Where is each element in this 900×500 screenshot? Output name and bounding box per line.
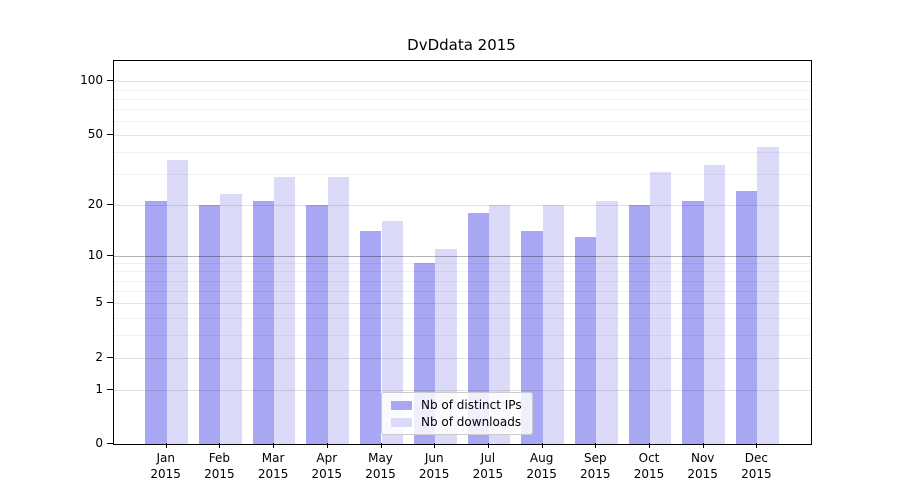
bar-nb-of-distinct-ips-jan bbox=[145, 201, 167, 444]
bar-nb-of-downloads-nov bbox=[703, 164, 726, 444]
x-tick-mark bbox=[326, 443, 328, 448]
legend-label-distinct-ips: Nb of distinct IPs bbox=[421, 398, 522, 412]
bar-nb-of-downloads-oct bbox=[650, 171, 672, 444]
y-tick-label: 10 bbox=[87, 247, 103, 262]
bar-nb-of-downloads-jul bbox=[488, 204, 511, 444]
x-tick-mark bbox=[541, 443, 543, 448]
x-tick-label-jan: Jan 2015 bbox=[150, 451, 181, 481]
bar-nb-of-downloads-apr bbox=[327, 176, 350, 444]
major-gridline bbox=[114, 255, 811, 257]
minor-gridline bbox=[114, 174, 811, 176]
major-gridline bbox=[114, 389, 811, 391]
legend-item-downloads: Nb of downloads bbox=[391, 415, 522, 429]
plot-area bbox=[113, 60, 812, 445]
minor-gridline bbox=[114, 280, 811, 282]
y-tick-label: 20 bbox=[87, 196, 103, 211]
y-tick-label: 50 bbox=[87, 127, 103, 142]
x-tick-label-feb: Feb 2015 bbox=[204, 451, 235, 481]
major-gridline bbox=[114, 204, 811, 206]
x-tick-label-jun: Jun 2015 bbox=[418, 451, 450, 481]
y-tick-label: 1 bbox=[95, 381, 103, 396]
bar-nb-of-distinct-ips-nov bbox=[682, 201, 704, 444]
y-tick-label: 0 bbox=[95, 436, 103, 450]
bar-nb-of-distinct-ips-aug bbox=[521, 231, 543, 444]
minor-gridline bbox=[114, 121, 811, 123]
bar-nb-of-distinct-ips-feb bbox=[199, 204, 221, 444]
x-tick-label-oct: Oct 2015 bbox=[633, 451, 665, 481]
x-tick-label-dec: Dec 2015 bbox=[741, 451, 772, 481]
legend-swatch-downloads bbox=[391, 417, 412, 427]
bar-nb-of-distinct-ips-dec bbox=[736, 191, 758, 444]
bars-layer bbox=[114, 61, 811, 444]
bar-nb-of-downloads-sep bbox=[596, 201, 618, 444]
minor-gridline bbox=[114, 89, 811, 91]
minor-gridline bbox=[114, 98, 811, 100]
bar-nb-of-distinct-ips-oct bbox=[628, 204, 650, 444]
bar-nb-of-distinct-ips-sep bbox=[574, 236, 597, 444]
y-tick-label: 100 bbox=[80, 73, 103, 88]
minor-gridline bbox=[114, 271, 811, 273]
x-tick-mark bbox=[165, 443, 167, 448]
bar-nb-of-downloads-feb bbox=[220, 194, 242, 444]
y-tick-mark bbox=[107, 356, 113, 358]
x-tick-label-sep: Sep 2015 bbox=[580, 451, 611, 481]
x-tick-label-mar: Mar 2015 bbox=[257, 451, 289, 481]
minor-gridline bbox=[114, 152, 811, 154]
legend-item-distinct-ips: Nb of distinct IPs bbox=[391, 398, 522, 412]
y-tick-mark bbox=[107, 80, 113, 82]
major-gridline bbox=[114, 135, 811, 137]
bar-nb-of-downloads-aug bbox=[542, 204, 564, 444]
minor-gridline bbox=[114, 317, 811, 319]
x-tick-label-apr: Apr 2015 bbox=[311, 451, 343, 481]
legend-swatch-distinct-ips bbox=[391, 400, 412, 410]
x-tick-mark bbox=[219, 443, 221, 448]
minor-gridline bbox=[114, 263, 811, 265]
major-gridline bbox=[114, 357, 811, 359]
x-tick-mark bbox=[702, 443, 704, 448]
y-tick-mark bbox=[107, 302, 113, 304]
minor-gridline bbox=[114, 291, 811, 293]
minor-gridline bbox=[114, 335, 811, 337]
y-tick-label: 5 bbox=[95, 295, 103, 310]
x-tick-mark bbox=[273, 443, 275, 448]
x-tick-label-nov: Nov 2015 bbox=[687, 451, 718, 481]
y-tick-mark bbox=[107, 203, 113, 205]
x-tick-mark bbox=[434, 443, 436, 448]
minor-gridline bbox=[114, 109, 811, 111]
chart-title: DvDdata 2015 bbox=[407, 36, 516, 54]
bar-nb-of-distinct-ips-apr bbox=[306, 204, 328, 444]
x-tick-mark bbox=[380, 443, 382, 448]
y-tick-mark bbox=[107, 254, 113, 256]
bar-nb-of-downloads-jan bbox=[166, 160, 189, 444]
grid-layer bbox=[114, 61, 811, 444]
y-tick-mark bbox=[107, 388, 113, 390]
x-tick-label-may: May 2015 bbox=[365, 451, 396, 481]
x-tick-mark bbox=[595, 443, 597, 448]
y-tick-mark bbox=[107, 443, 113, 444]
x-tick-label-aug: Aug 2015 bbox=[526, 451, 557, 481]
x-tick-mark bbox=[649, 443, 650, 448]
y-tick-label: 2 bbox=[95, 349, 103, 364]
bar-nb-of-downloads-dec bbox=[757, 146, 779, 444]
legend-label-downloads: Nb of downloads bbox=[421, 415, 522, 429]
y-tick-mark bbox=[107, 134, 113, 136]
bar-nb-of-distinct-ips-jul bbox=[467, 212, 489, 444]
major-gridline bbox=[114, 81, 811, 83]
x-tick-mark bbox=[756, 443, 758, 448]
major-gridline bbox=[114, 303, 811, 305]
legend: Nb of distinct IPs Nb of downloads bbox=[381, 392, 533, 435]
x-tick-mark bbox=[487, 443, 489, 448]
bar-nb-of-distinct-ips-mar bbox=[252, 201, 275, 444]
bar-nb-of-downloads-mar bbox=[274, 176, 296, 444]
x-tick-label-jul: Jul 2015 bbox=[472, 451, 504, 481]
bar-nb-of-downloads-may bbox=[381, 221, 403, 444]
bar-nb-of-distinct-ips-may bbox=[360, 231, 382, 444]
